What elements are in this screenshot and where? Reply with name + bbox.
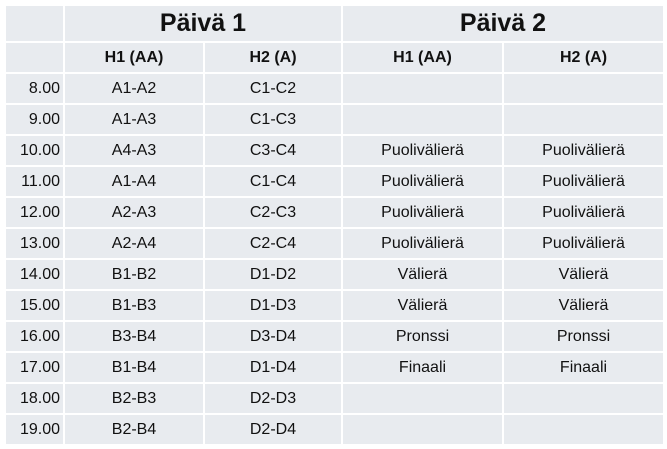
match-cell (343, 415, 502, 444)
match-cell: Finaali (343, 353, 502, 382)
table-row: 14.00 B1-B2 D1-D2 Välierä Välierä (6, 260, 663, 289)
time-cell: 13.00 (6, 229, 63, 258)
match-cell: Puolivälierä (504, 198, 663, 227)
table-row: 17.00 B1-B4 D1-D4 Finaali Finaali (6, 353, 663, 382)
time-cell: 9.00 (6, 105, 63, 134)
match-cell: A2-A3 (65, 198, 203, 227)
match-cell: C1-C4 (205, 167, 341, 196)
match-cell: C2-C4 (205, 229, 341, 258)
match-cell (504, 105, 663, 134)
day-header-row: Päivä 1 Päivä 2 (6, 6, 663, 41)
match-cell (343, 384, 502, 413)
time-cell: 15.00 (6, 291, 63, 320)
match-cell: Puolivälierä (343, 167, 502, 196)
match-cell (504, 384, 663, 413)
table-row: 10.00 A4-A3 C3-C4 Puolivälierä Puolivälierä (6, 136, 663, 165)
match-cell: B3-B4 (65, 322, 203, 351)
table-row: 13.00 A2-A4 C2-C4 Puolivälierä Puolivälierä (6, 229, 663, 258)
match-cell: A1-A3 (65, 105, 203, 134)
match-cell: Pronssi (343, 322, 502, 351)
match-cell: D2-D4 (205, 415, 341, 444)
day-2-header: Päivä 2 (343, 6, 663, 41)
match-cell: C1-C3 (205, 105, 341, 134)
table-row: 19.00 B2-B4 D2-D4 (6, 415, 663, 444)
match-cell: C3-C4 (205, 136, 341, 165)
court-header-row: H1 (AA) H2 (A) H1 (AA) H2 (A) (6, 43, 663, 72)
match-cell: B1-B3 (65, 291, 203, 320)
schedule-table: Päivä 1 Päivä 2 H1 (AA) H2 (A) H1 (AA) H… (4, 4, 665, 446)
match-cell: Puolivälierä (343, 136, 502, 165)
time-cell: 14.00 (6, 260, 63, 289)
match-cell: Finaali (504, 353, 663, 382)
column-header: H1 (AA) (65, 43, 203, 72)
match-cell: D1-D2 (205, 260, 341, 289)
match-cell: B2-B3 (65, 384, 203, 413)
match-cell: A4-A3 (65, 136, 203, 165)
time-cell: 19.00 (6, 415, 63, 444)
match-cell: B1-B4 (65, 353, 203, 382)
match-cell: Puolivälierä (343, 198, 502, 227)
time-cell: 16.00 (6, 322, 63, 351)
match-cell: D2-D3 (205, 384, 341, 413)
match-cell: C1-C2 (205, 74, 341, 103)
time-cell: 10.00 (6, 136, 63, 165)
match-cell (343, 74, 502, 103)
match-cell: Puolivälierä (504, 229, 663, 258)
match-cell: Välierä (504, 260, 663, 289)
match-cell: A1-A4 (65, 167, 203, 196)
match-cell: Välierä (343, 260, 502, 289)
match-cell: A2-A4 (65, 229, 203, 258)
match-cell: Puolivälierä (504, 136, 663, 165)
match-cell: D1-D3 (205, 291, 341, 320)
table-row: 8.00 A1-A2 C1-C2 (6, 74, 663, 103)
table-row: 18.00 B2-B3 D2-D3 (6, 384, 663, 413)
match-cell (504, 415, 663, 444)
match-cell: Välierä (343, 291, 502, 320)
table-row: 15.00 B1-B3 D1-D3 Välierä Välierä (6, 291, 663, 320)
match-cell: Puolivälierä (504, 167, 663, 196)
match-cell: B2-B4 (65, 415, 203, 444)
match-cell: C2-C3 (205, 198, 341, 227)
match-cell: A1-A2 (65, 74, 203, 103)
match-cell: D1-D4 (205, 353, 341, 382)
day-1-header: Päivä 1 (65, 6, 341, 41)
table-row: 16.00 B3-B4 D3-D4 Pronssi Pronssi (6, 322, 663, 351)
column-header: H1 (AA) (343, 43, 502, 72)
match-cell (343, 105, 502, 134)
time-cell: 17.00 (6, 353, 63, 382)
match-cell: Välierä (504, 291, 663, 320)
table-row: 9.00 A1-A3 C1-C3 (6, 105, 663, 134)
table-row: 11.00 A1-A4 C1-C4 Puolivälierä Puolivälierä (6, 167, 663, 196)
empty-corner (6, 43, 63, 72)
column-header: H2 (A) (205, 43, 341, 72)
time-cell: 11.00 (6, 167, 63, 196)
match-cell: Puolivälierä (343, 229, 502, 258)
match-cell: B1-B2 (65, 260, 203, 289)
empty-corner (6, 6, 63, 41)
column-header: H2 (A) (504, 43, 663, 72)
match-cell (504, 74, 663, 103)
time-cell: 8.00 (6, 74, 63, 103)
time-cell: 18.00 (6, 384, 63, 413)
time-cell: 12.00 (6, 198, 63, 227)
match-cell: D3-D4 (205, 322, 341, 351)
table-row: 12.00 A2-A3 C2-C3 Puolivälierä Puolivälierä (6, 198, 663, 227)
match-cell: Pronssi (504, 322, 663, 351)
